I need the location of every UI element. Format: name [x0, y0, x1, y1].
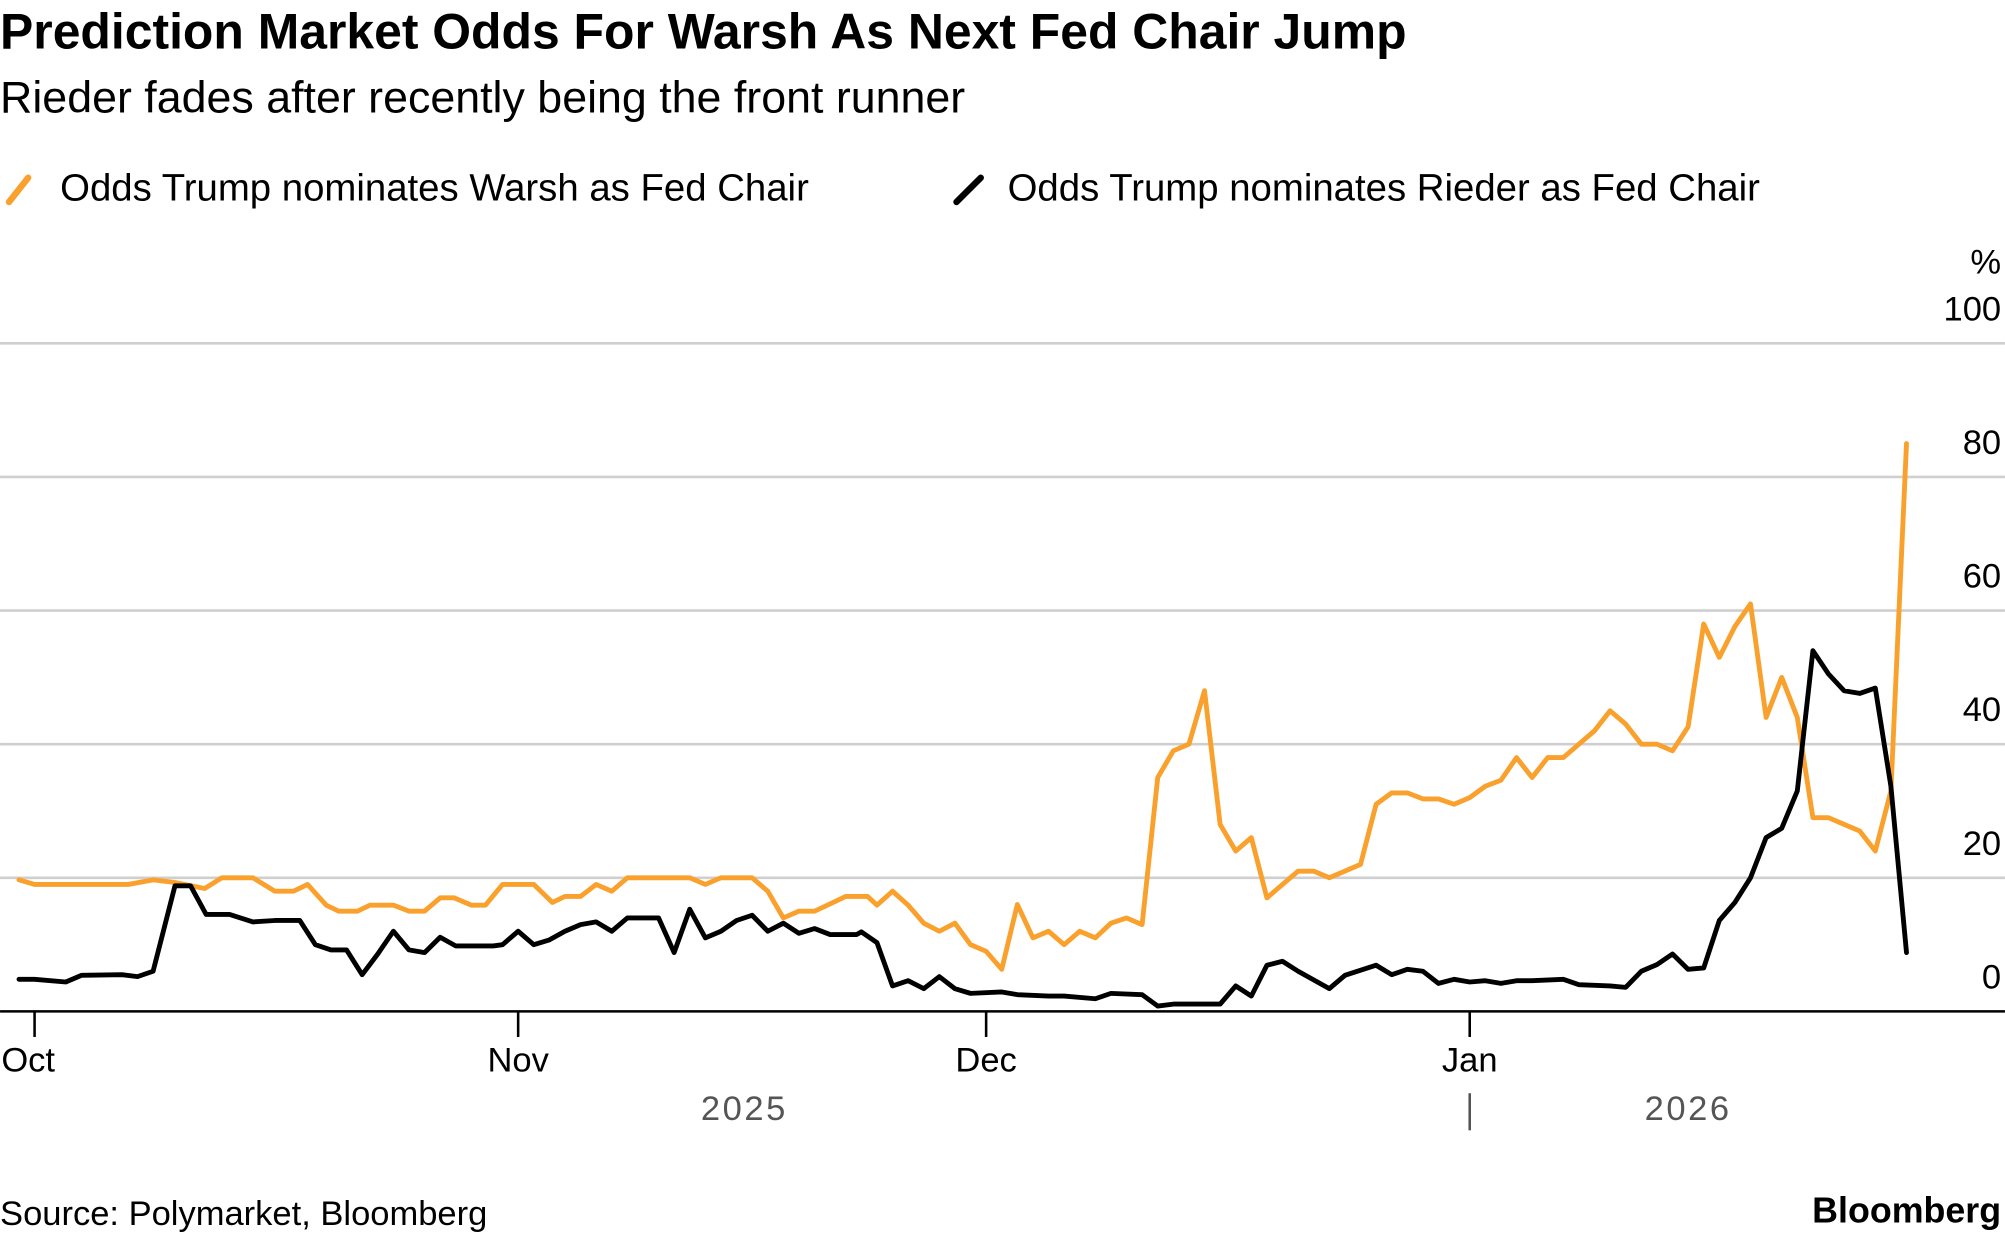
- chart-title: Prediction Market Odds For Warsh As Next…: [0, 4, 1406, 60]
- x-tick-label: Nov: [487, 1041, 549, 1079]
- legend-rieder-label: Odds Trump nominates Rieder as Fed Chair: [1008, 167, 1761, 210]
- bloomberg-logo: Bloomberg: [1812, 1190, 2001, 1230]
- legend-rieder-swatch-icon: [953, 174, 984, 206]
- chart-subtitle: Rieder fades after recently being the fr…: [0, 73, 965, 123]
- y-tick-label: 0: [1982, 958, 2001, 996]
- legend-warsh-label: Odds Trump nominates Warsh as Fed Chair: [60, 167, 809, 210]
- year-label: 2025: [701, 1090, 788, 1128]
- x-axis: Oct Nov Dec Jan 2025 2026: [1, 1011, 1732, 1131]
- legend-warsh-swatch-icon: [5, 174, 32, 206]
- y-tick-label: 100: [1944, 290, 2002, 328]
- series-lines: [16, 441, 1909, 1009]
- x-tick-label: Dec: [955, 1041, 1016, 1079]
- gridlines: [0, 342, 2005, 1013]
- y-axis: 0 20 40 60 80 100: [1944, 290, 2002, 996]
- rieder-odds-line: [16, 648, 1909, 1009]
- source-note: Source: Polymarket, Bloomberg: [0, 1195, 487, 1233]
- x-tick-label: Oct: [1, 1041, 55, 1079]
- year-label: 2026: [1645, 1090, 1732, 1128]
- legend: Odds Trump nominates Warsh as Fed Chair …: [5, 167, 1761, 210]
- y-tick-label: 80: [1963, 424, 2001, 462]
- x-tick-label: Jan: [1442, 1041, 1498, 1079]
- warsh-odds-line: [16, 441, 1909, 972]
- y-axis-unit: %: [1970, 244, 2001, 282]
- y-tick-label: 60: [1963, 558, 2001, 596]
- y-tick-label: 40: [1963, 691, 2001, 729]
- y-tick-label: 20: [1963, 825, 2001, 863]
